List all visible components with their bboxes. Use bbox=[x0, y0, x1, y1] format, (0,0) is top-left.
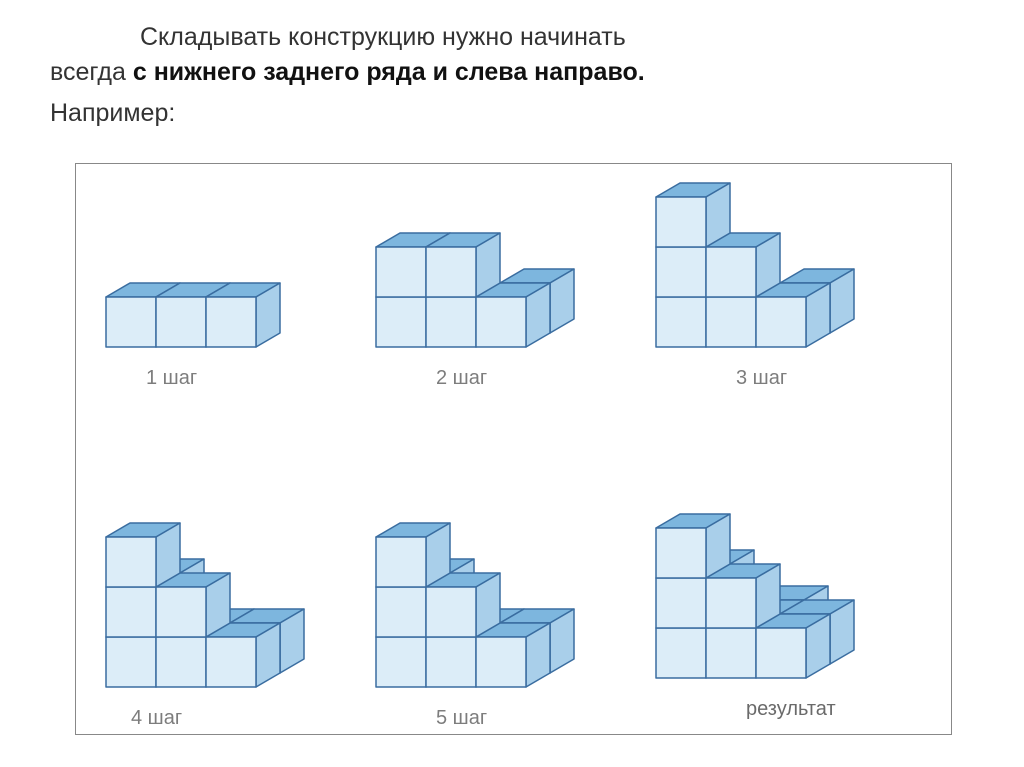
step-step2 bbox=[374, 231, 576, 349]
caption-step4: 4 шаг bbox=[131, 707, 182, 730]
instruction-text: Складывать конструкцию нужно начинать вс… bbox=[50, 20, 994, 131]
step-step4 bbox=[104, 521, 306, 689]
line1a: Складывать конструкцию нужно начинать bbox=[140, 23, 626, 51]
step-result bbox=[654, 512, 856, 680]
caption-step1: 1 шаг bbox=[146, 367, 197, 390]
caption-step5: 5 шаг bbox=[436, 707, 487, 730]
diagram-panel: 1 шаг 2 шаг 3 шаг 4 шаг 5 шаг результат bbox=[75, 163, 952, 735]
line1b: всегда bbox=[50, 58, 133, 86]
caption-step3: 3 шаг bbox=[736, 367, 787, 390]
step-step1 bbox=[104, 281, 282, 349]
bold-part: с нижнего заднего ряда и слева направо. bbox=[133, 58, 645, 86]
step-step5 bbox=[374, 521, 576, 689]
page: Складывать конструкцию нужно начинать вс… bbox=[0, 0, 1024, 767]
step-step3 bbox=[654, 181, 856, 349]
caption-result: результат bbox=[746, 698, 836, 721]
caption-step2: 2 шаг bbox=[436, 367, 487, 390]
example-label: Например: bbox=[50, 96, 994, 131]
